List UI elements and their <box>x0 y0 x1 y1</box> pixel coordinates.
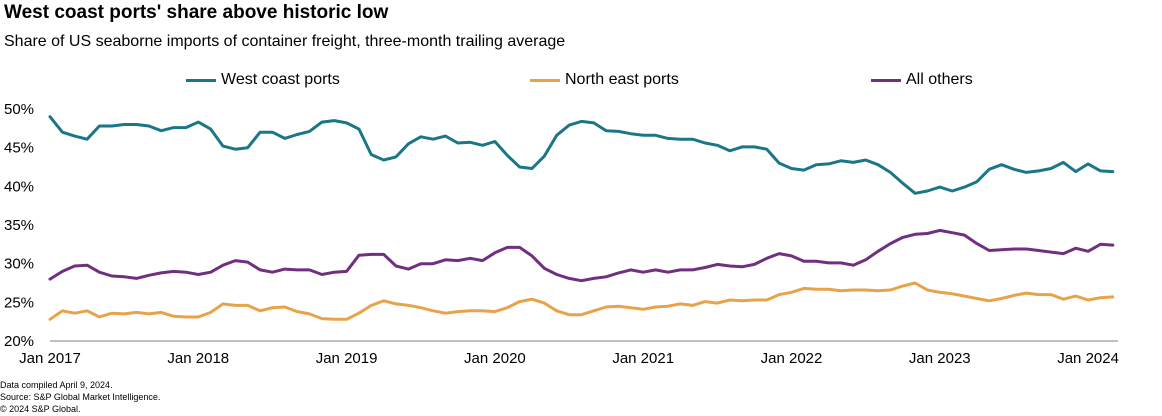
legend-label-west-coast: West coast ports <box>221 71 340 88</box>
y-tick-label: 45% <box>4 140 34 157</box>
x-tick-label: Jan 2020 <box>464 350 526 367</box>
x-tick-label: Jan 2023 <box>909 350 971 367</box>
line-chart: 20% 25% 30% 35% 40% 45% 50% Jan 2017 Jan 2018 Jan… <box>4 101 1119 367</box>
legend-label-all-others: All others <box>906 71 973 88</box>
y-tick-label: 20% <box>4 333 34 350</box>
x-tick-label: Jan 2022 <box>761 350 823 367</box>
legend-swatch-west-coast <box>186 78 216 82</box>
legend-swatch-all-others <box>871 78 901 82</box>
footer-date: Data compiled April 9, 2024. <box>0 380 113 390</box>
chart-subtitle: Share of US seaborne imports of containe… <box>4 33 566 50</box>
west-coast-series-line <box>48 115 1115 195</box>
x-tick-label: Jan 2024 <box>1057 350 1119 367</box>
y-tick-label: 25% <box>4 294 34 311</box>
y-tick-label: 35% <box>4 217 34 234</box>
chart-title: West coast ports' share above historic l… <box>4 2 389 23</box>
footer-source: Source: S&P Global Market Intelligence. <box>0 392 161 402</box>
all-others-series-line <box>48 228 1115 283</box>
legend-label-north-east: North east ports <box>565 71 679 88</box>
x-tick-label: Jan 2019 <box>316 350 378 367</box>
legend-item-west-coast: West coast ports <box>186 71 340 89</box>
legend-item-all-others: All others <box>871 71 973 89</box>
x-tick-label: Jan 2021 <box>612 350 674 367</box>
x-tick-label: Jan 2018 <box>167 350 229 367</box>
legend-swatch-north-east <box>530 78 560 82</box>
legend-item-north-east: North east ports <box>530 71 679 89</box>
north-east-series-line <box>48 281 1115 321</box>
y-tick-label: 50% <box>4 101 34 118</box>
x-tick-label: Jan 2017 <box>19 350 81 367</box>
chart-legend: West coast ports North east ports All ot… <box>0 71 1162 93</box>
y-tick-label: 30% <box>4 256 34 273</box>
footer-copyright: © 2024 S&P Global. <box>0 404 81 414</box>
y-tick-label: 40% <box>4 178 34 195</box>
